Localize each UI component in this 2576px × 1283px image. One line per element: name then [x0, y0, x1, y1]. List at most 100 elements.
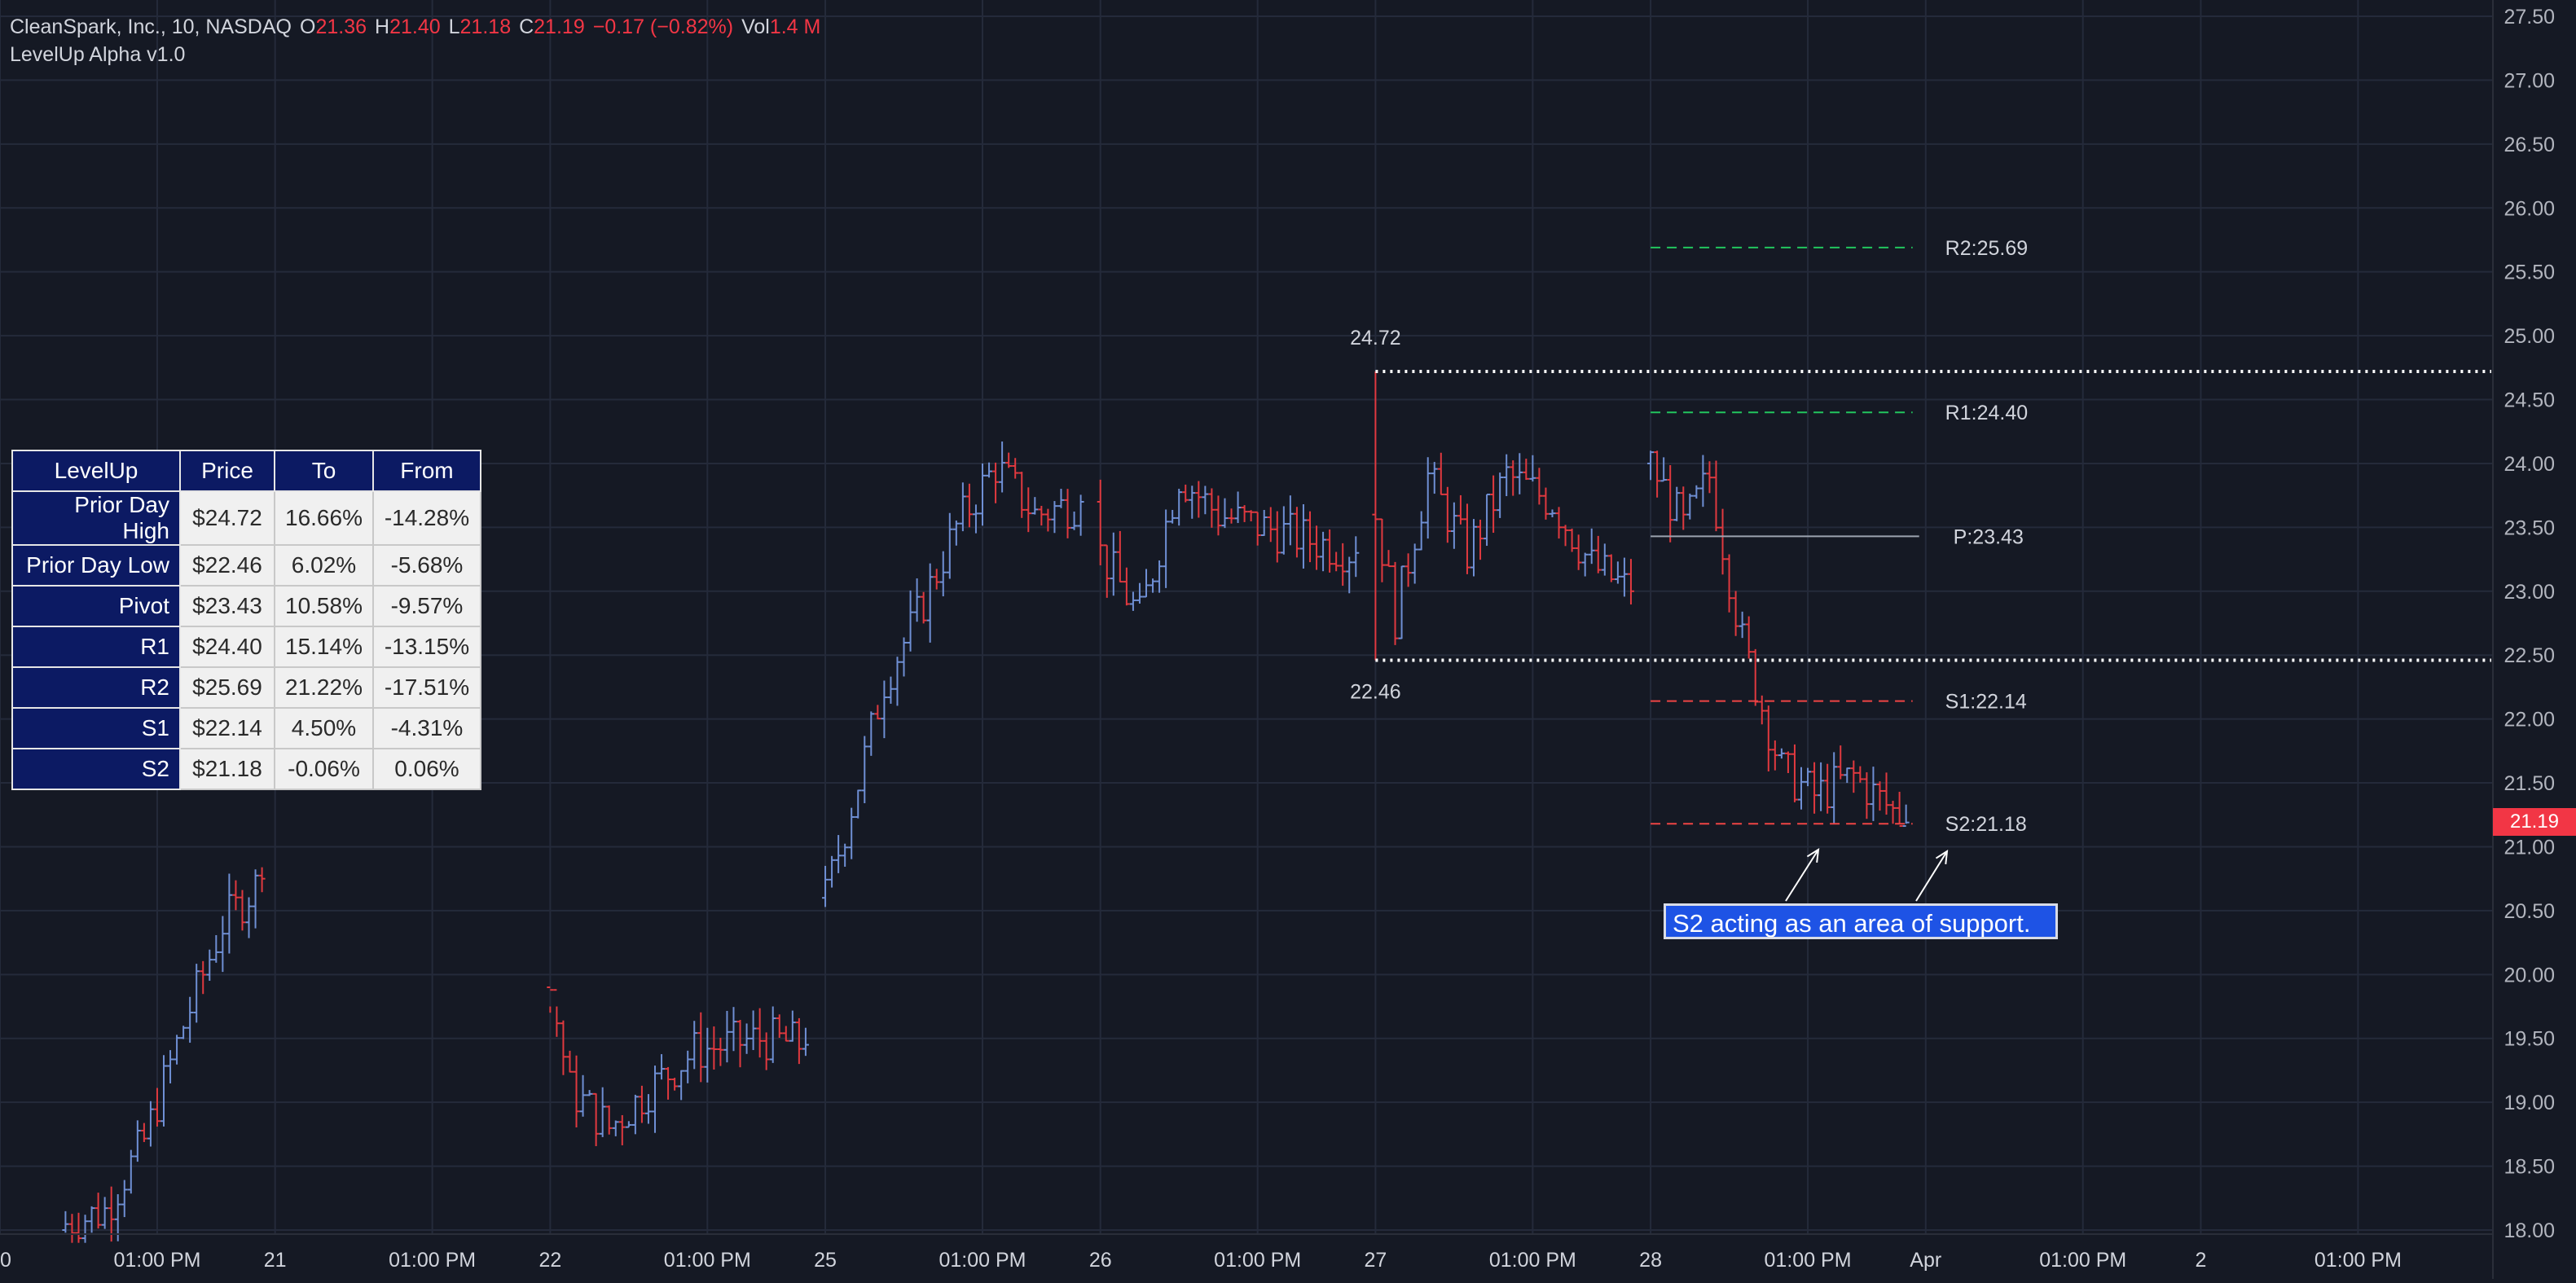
ohlc-bar: [1176, 489, 1183, 526]
ohlc-bar: [1857, 766, 1864, 783]
table-row: Prior Day High $24.72 16.66% -14.28%: [11, 490, 481, 546]
ohlc-bar: [750, 1010, 757, 1051]
ohlc-bar: [802, 1027, 809, 1057]
vol-value: 1.4 M: [769, 15, 821, 38]
ohlc-bar: [1254, 511, 1261, 546]
ohlc-bar: [926, 563, 934, 643]
ohlc-bar: [1562, 525, 1569, 547]
ohlc-bar: [187, 996, 194, 1044]
ohlc-bar: [710, 1026, 718, 1070]
ohlc-bar: [1241, 505, 1248, 522]
ohlc-bar: [1902, 804, 1910, 828]
ohlc-bar: [743, 1023, 750, 1054]
level-to: 6.02%: [274, 544, 374, 587]
level-name: S2: [11, 748, 181, 790]
ohlc-bar: [1484, 493, 1491, 547]
ohlc-bar: [1326, 529, 1334, 573]
level-to: 4.50%: [274, 707, 374, 749]
ohlc-bar: [579, 1074, 587, 1117]
ohlc-bar: [1745, 616, 1752, 659]
ohlc-bar: [1025, 487, 1032, 533]
ohlc-bar: [1123, 567, 1130, 606]
s2-label: S2:21.18: [1945, 813, 2027, 836]
ohlc-bar: [1706, 461, 1713, 494]
ohlc-bar: [1307, 511, 1313, 563]
close-value: 21.19: [534, 15, 585, 38]
prior-day-low-label: 22.46: [1350, 680, 1401, 703]
table-row: Prior Day Low $22.46 6.02% -5.68%: [11, 544, 481, 587]
ohlc-bar: [1457, 494, 1464, 525]
ohlc-bar: [200, 960, 207, 995]
ohlc-bar: [75, 1212, 82, 1243]
ohlc-bar: [1686, 493, 1694, 520]
y-tick-label: 19.00: [2503, 1092, 2555, 1114]
close-label: C: [519, 15, 534, 38]
ohlc-bar: [763, 1032, 770, 1070]
ohlc-bar: [560, 1020, 567, 1075]
ohlc-bar: [671, 1078, 679, 1091]
high-label: H: [375, 15, 390, 38]
indicator-row: LevelUp Alpha v1.0: [10, 41, 820, 68]
ohlc-bar: [1320, 531, 1327, 572]
ohlc-bar: [1103, 544, 1110, 598]
ohlc-bar: [1333, 551, 1340, 572]
ohlc-bar: [756, 1008, 763, 1058]
ohlc-bar: [1647, 450, 1655, 481]
table-row: R1 $24.40 15.14% -13.15%: [11, 626, 481, 668]
ohlc-bar: [795, 1017, 802, 1065]
ohlc-bar: [1038, 505, 1045, 526]
level-lines: 24.72 22.46 R2:25.69 R1:24.40 P:23.43 S1:22.1…: [1350, 237, 2491, 836]
ohlc-bar: [573, 1055, 580, 1127]
indicator-title[interactable]: LevelUp Alpha v1.0: [10, 43, 186, 66]
ohlc-bar: [1503, 454, 1510, 497]
ohlc-bar: [848, 807, 855, 859]
time-axis[interactable]: 20 01:00 PM 21 01:00 PM 22 01:00 PM 25 01:00 PM…: [0, 1233, 2493, 1272]
ohlc-bar: [1549, 509, 1556, 517]
ohlc-bar: [108, 1186, 115, 1242]
r2-label: R2:25.69: [1945, 237, 2028, 260]
ohlc-row: CleanSpark, Inc., 10, NASDAQ O 21.36 H 21.…: [10, 13, 820, 41]
ohlc-bar: [1260, 509, 1268, 536]
ohlc-bar: [900, 637, 908, 677]
ohlc-bar: [1398, 565, 1405, 639]
ohlc-bar: [1136, 582, 1143, 604]
ohlc-bar: [167, 1050, 174, 1083]
ohlc-bar: [1044, 508, 1052, 532]
ohlc-bar: [1385, 550, 1392, 568]
level-price: $23.43: [179, 585, 275, 627]
y-tick-label: 27.50: [2503, 6, 2555, 29]
ohlc-bar: [1614, 561, 1621, 584]
price-axis[interactable]: 18.00 18.50 19.00 19.50 20.00 20.50 21.00 21.50…: [2492, 0, 2555, 1279]
ohlc-bar: [599, 1087, 606, 1137]
annotation-callout[interactable]: S2 acting as an area of support.: [1664, 903, 2058, 939]
x-tick-label: 21: [264, 1249, 287, 1272]
x-tick-label: 01:00 PM: [2314, 1249, 2402, 1272]
x-tick-label: 25: [814, 1249, 837, 1272]
y-tick-label: 21.50: [2503, 772, 2555, 795]
y-tick-label: 20.50: [2503, 900, 2555, 923]
ohlc-bar: [1064, 489, 1071, 538]
ohlc-bar: [239, 890, 246, 931]
ohlc-bar: [553, 989, 560, 1037]
ohlc-bar: [1444, 486, 1451, 543]
level-name: Pivot: [11, 585, 181, 627]
x-tick-label: 26: [1089, 1249, 1112, 1272]
x-tick-label: 27: [1364, 1249, 1387, 1272]
level-name: S1: [11, 707, 181, 749]
ohlc-bar: [1378, 518, 1386, 582]
ohlc-bar: [1247, 510, 1255, 521]
y-tick-label: 27.00: [2503, 69, 2555, 92]
col-header-to: To: [274, 450, 374, 492]
ohlc-bar: [1346, 556, 1353, 594]
ohlc-bar: [1339, 543, 1347, 587]
ohlc-bar: [1693, 485, 1700, 499]
ohlc-bar: [1784, 751, 1791, 774]
symbol-title[interactable]: CleanSpark, Inc., 10, NASDAQ: [10, 15, 292, 38]
ohlc-bar: [1280, 506, 1287, 555]
ohlc-bar: [842, 843, 849, 867]
table-row: S1 $22.14 4.50% -4.31%: [11, 707, 481, 749]
y-tick-label: 18.50: [2503, 1156, 2555, 1179]
ohlc-bar: [1031, 497, 1039, 515]
ohlc-bar: [1490, 475, 1497, 533]
ohlc-bar: [1012, 458, 1019, 479]
